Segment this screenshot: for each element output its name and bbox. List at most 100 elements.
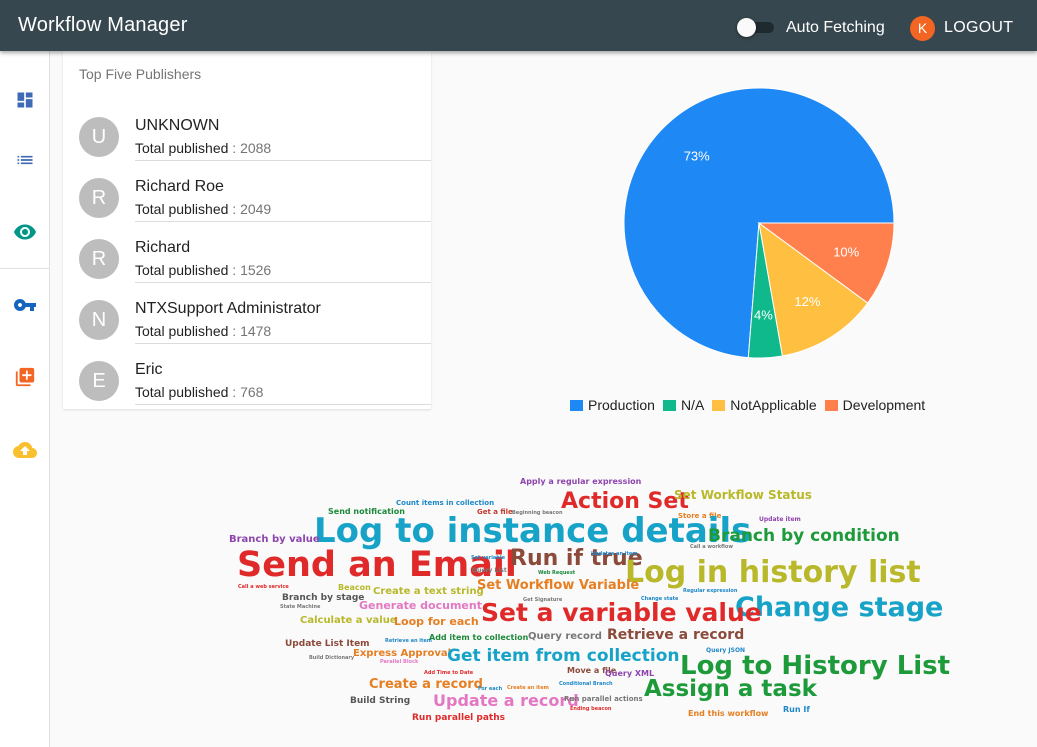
word-cloud-term: Calculate a value — [300, 615, 397, 626]
avatar: N — [79, 300, 119, 340]
word-cloud-term: Create an item — [507, 685, 549, 691]
dashboard-icon — [17, 92, 32, 108]
word-cloud-term: Regular expression — [683, 588, 738, 594]
word-cloud-term: Update item — [759, 516, 801, 523]
sidebar-item-list[interactable] — [0, 140, 49, 180]
avatar: U — [79, 117, 119, 157]
app-title: Workflow Manager — [18, 14, 188, 36]
word-cloud-term: Query JSON — [706, 647, 746, 654]
word-cloud-term: End this workflow — [688, 709, 769, 718]
legend-swatch — [824, 399, 838, 411]
pie-slice-notapplicable[interactable] — [758, 221, 869, 357]
legend-label: Development — [842, 397, 926, 413]
auto-fetching-label: Auto Fetching — [786, 19, 885, 36]
logout-button[interactable]: K LOGOUT — [910, 15, 1013, 41]
top-publishers-card: Top Five Publishers U UNKNOWN Total publ… — [63, 51, 431, 409]
word-cloud-term: Updates an item — [591, 551, 638, 557]
word-cloud-term: Branch by condition — [708, 526, 900, 546]
word-cloud-term: Parallel Block — [380, 659, 419, 665]
publisher-count: Total published : 1478 — [135, 323, 272, 339]
word-cloud-term: Call a web service — [238, 584, 289, 590]
publisher-count: Total published : 1526 — [135, 262, 272, 278]
eye-icon — [13, 224, 36, 240]
word-cloud-term: Get Signature — [523, 597, 563, 603]
legend-item[interactable]: NotApplicable — [712, 397, 817, 413]
sidebar-item-monitor[interactable] — [0, 212, 49, 252]
avatar: E — [79, 361, 119, 401]
pie-slice-label: 12% — [794, 294, 820, 309]
publisher-name: Richard Roe — [135, 178, 224, 195]
word-cloud-term: Run parallel actions — [564, 695, 643, 703]
pie-slice-development[interactable] — [757, 222, 895, 304]
word-cloud-term: Ending beacon — [570, 706, 612, 712]
word-cloud-term: Log to instance details — [314, 511, 752, 551]
list-item[interactable]: E Eric Total published : 768 — [63, 361, 431, 422]
sidebar-divider — [0, 268, 49, 269]
word-cloud-term: Set Workflow Status — [674, 488, 812, 502]
legend-item[interactable]: Production — [570, 397, 655, 413]
word-cloud-term: Run If — [783, 705, 810, 714]
word-cloud-term: Action Set — [561, 489, 689, 514]
word-cloud-term: Run if true — [510, 546, 643, 571]
word-cloud-term: For each — [478, 686, 503, 692]
word-cloud-term: Conditional Branch — [559, 681, 613, 687]
word-cloud-term: Create a text string — [373, 586, 484, 597]
publisher-count: Total published : 2049 — [135, 201, 272, 217]
word-cloud-term: Retrieve a record — [607, 627, 745, 643]
word-cloud-term: Change stage — [735, 592, 944, 623]
publisher-name: UNKNOWN — [135, 117, 220, 134]
divider — [135, 282, 431, 283]
pie-legend: Production N/A NotApplicable Development — [570, 396, 933, 414]
environment-pie-chart: 73% 4% 12% 10% — [560, 80, 960, 420]
legend-item[interactable]: Development — [824, 397, 926, 413]
word-cloud-term: Run parallel paths — [412, 713, 505, 723]
word-cloud-term: Set variable — [471, 555, 505, 561]
publisher-count: Total published : 768 — [135, 384, 264, 400]
sidebar-item-upload[interactable] — [0, 430, 49, 470]
word-cloud-term: Apply a regular expression — [520, 477, 642, 486]
word-cloud-term: Call a workflow — [690, 544, 733, 550]
word-cloud-term: Set Workflow Variable — [477, 578, 640, 593]
key-icon — [13, 299, 36, 311]
word-cloud-term: Set a variable value — [481, 598, 762, 627]
word-cloud-term: Beginning beacon — [512, 510, 563, 516]
legend-item[interactable]: N/A — [662, 397, 704, 413]
list-item[interactable]: U UNKNOWN Total published : 2088 — [63, 117, 431, 178]
legend-label: Production — [588, 397, 655, 413]
avatar: R — [79, 239, 119, 279]
logout-label: LOGOUT — [944, 19, 1014, 36]
word-cloud-term: Web Request — [538, 570, 576, 576]
list-item[interactable]: R Richard Roe Total published : 2049 — [63, 178, 431, 239]
legend-swatch — [712, 399, 726, 411]
sidebar-item-add[interactable] — [0, 357, 49, 397]
toggle-knob — [737, 18, 756, 37]
sidebar-item-keys[interactable] — [0, 285, 49, 325]
action-word-cloud: Apply a regular expression Action Set Set … — [50, 470, 1037, 747]
publisher-count: Total published : 2088 — [135, 140, 272, 156]
word-cloud-term: Create a record — [369, 677, 483, 692]
legend-swatch — [570, 399, 583, 411]
sidebar — [0, 51, 50, 747]
word-cloud-term: Send an Email — [237, 545, 517, 585]
word-cloud-term: Branch by value — [229, 534, 320, 545]
word-cloud-term: Assign a task — [644, 676, 817, 702]
list-item[interactable]: R Richard Total published : 1526 — [63, 239, 431, 300]
word-cloud-term: Build Dictionary — [309, 655, 355, 661]
word-cloud-term: Get item from collection — [447, 646, 680, 666]
word-cloud-term: Add item to collection — [429, 633, 529, 642]
word-cloud-term: State Machine — [280, 604, 321, 610]
pie-slice-label: 73% — [684, 149, 710, 164]
word-cloud-term: Build String — [350, 696, 411, 706]
user-avatar: K — [910, 15, 935, 41]
list-icon — [17, 155, 32, 165]
word-cloud-term: Branch by stage — [282, 593, 365, 603]
sidebar-item-dashboard[interactable] — [0, 80, 49, 120]
auto-fetching-toggle[interactable] — [737, 18, 774, 37]
toggle-track — [743, 22, 774, 33]
word-cloud-term: Add Time to Date — [424, 670, 474, 676]
publishers-title: Top Five Publishers — [79, 66, 202, 82]
app-bar: Workflow Manager Auto Fetching K LOGOUT — [0, 0, 1037, 51]
word-cloud-term: Query record — [528, 631, 602, 642]
add-box-icon — [15, 367, 34, 387]
list-item[interactable]: N NTXSupport Administrator Total publish… — [63, 300, 431, 361]
